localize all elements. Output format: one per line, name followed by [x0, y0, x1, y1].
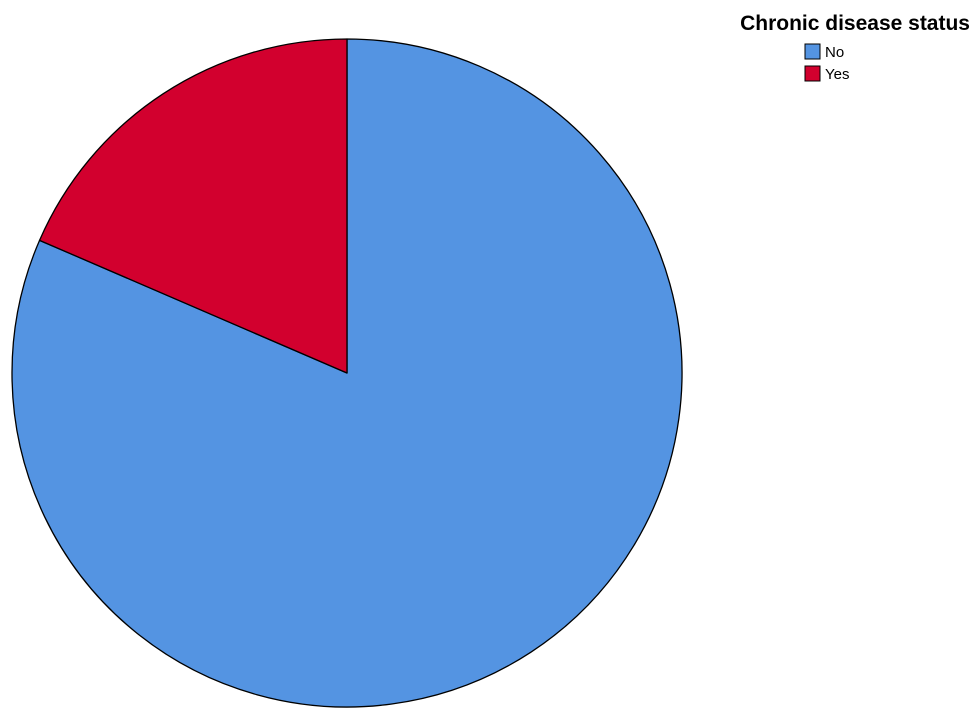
chart-legend: Chronic disease status No Yes: [740, 12, 970, 83]
pie-slices: [11, 38, 683, 708]
legend-item-yes: Yes: [804, 65, 849, 83]
legend-item-no: No: [804, 43, 844, 61]
legend-label-yes: Yes: [825, 66, 849, 83]
pie-slice-no: [11, 38, 683, 708]
legend-title: Chronic disease status: [740, 12, 970, 35]
legend-items: No Yes: [804, 43, 849, 83]
pie-slice-yes: [38, 38, 348, 374]
legend-label-no: No: [825, 44, 844, 61]
legend-swatch-yes: [804, 65, 821, 82]
legend-swatch-no: [804, 43, 821, 60]
